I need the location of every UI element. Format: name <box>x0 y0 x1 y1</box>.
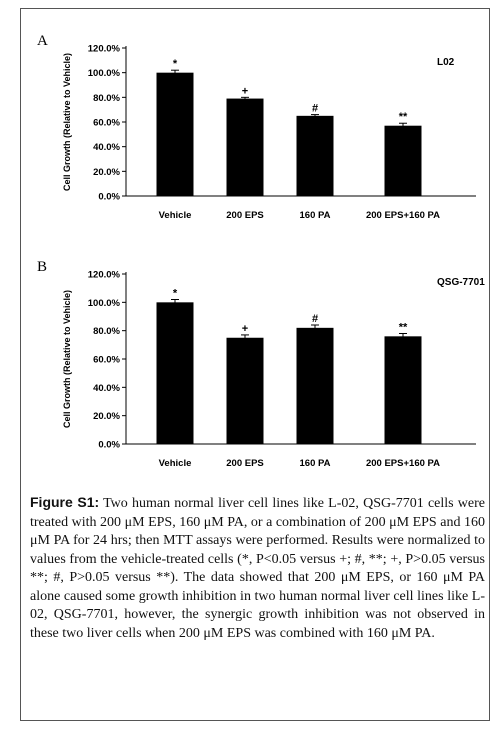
y-tick-label: 20.0% <box>93 167 120 178</box>
y-tick-label: 40.0% <box>93 383 120 394</box>
caption-label: Figure S1: <box>30 494 100 510</box>
significance-marker: # <box>312 313 318 325</box>
y-tick-label: 80.0% <box>93 93 120 104</box>
figure-frame <box>20 8 490 721</box>
panel-label: B <box>37 259 47 275</box>
bar <box>384 125 422 196</box>
y-tick-label: 0.0% <box>98 192 120 203</box>
significance-marker: * <box>173 288 178 300</box>
y-tick-label: 20.0% <box>93 411 120 422</box>
significance-marker: * <box>173 58 178 70</box>
bar <box>226 98 264 196</box>
x-tick-label: 200 EPS <box>226 210 264 221</box>
significance-marker: ** <box>399 111 408 123</box>
cell-line-label: QSG-7701 <box>437 277 485 288</box>
significance-marker: + <box>242 85 248 97</box>
bar <box>296 115 334 196</box>
x-tick-label: 200 EPS <box>226 458 264 469</box>
bar <box>384 336 422 444</box>
significance-marker: + <box>242 323 248 335</box>
x-tick-label: Vehicle <box>159 458 192 469</box>
figure-caption: Figure S1: Two human normal liver cell l… <box>30 493 485 643</box>
bar <box>296 327 334 444</box>
x-tick-label: 200 EPS+160 PA <box>366 210 440 221</box>
x-tick-label: Vehicle <box>159 210 192 221</box>
y-tick-label: 120.0% <box>88 44 121 55</box>
bar <box>226 337 264 444</box>
y-tick-label: 120.0% <box>88 270 121 281</box>
caption-text: Two human normal liver cell lines like L… <box>30 496 485 641</box>
y-tick-label: 40.0% <box>93 142 120 153</box>
figure-charts: A L02 Cell Growth (Relative to Vehicle) 0.0… <box>37 33 485 469</box>
y-tick-label: 100.0% <box>88 298 121 309</box>
y-tick-label: 60.0% <box>93 118 120 129</box>
cell-line-label: L02 <box>437 57 455 68</box>
x-tick-label: 200 EPS+160 PA <box>366 458 440 469</box>
y-axis-label: Cell Growth (Relative to Vehicle) <box>62 290 72 428</box>
bar <box>156 72 194 196</box>
significance-marker: ** <box>399 322 408 334</box>
panel-label: A <box>37 33 48 49</box>
bar <box>156 302 194 444</box>
y-tick-label: 60.0% <box>93 355 120 366</box>
x-tick-label: 160 PA <box>300 458 331 469</box>
y-tick-label: 100.0% <box>88 68 121 79</box>
x-tick-label: 160 PA <box>300 210 331 221</box>
y-tick-label: 80.0% <box>93 326 120 337</box>
significance-marker: # <box>312 103 318 115</box>
y-axis-label: Cell Growth (Relative to Vehicle) <box>62 53 72 191</box>
y-tick-label: 0.0% <box>98 440 120 451</box>
